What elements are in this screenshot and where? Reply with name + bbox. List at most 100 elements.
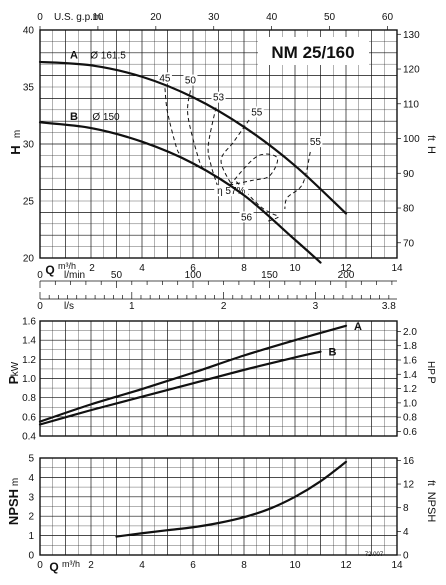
npsh-y-tick-label: 3: [28, 492, 34, 503]
npsh-x-tick-label-zero: 0: [37, 560, 43, 571]
power-y-axis-unit: kW: [10, 361, 21, 376]
ls-unit: l/s: [64, 301, 74, 312]
npsh-x-tick-label: 6: [190, 560, 196, 571]
lmin-unit: l/min: [64, 270, 85, 281]
head-curve-diameter-A: Ø 161.5: [90, 50, 126, 61]
efficiency-contour: [229, 153, 279, 186]
efficiency-label-bg: [183, 74, 198, 86]
ls-tick-label: 1: [129, 301, 135, 312]
power-curve-A: [38, 324, 348, 423]
chart-code: 72.007: [365, 552, 384, 558]
power-y-tick-label: 0.8: [22, 393, 36, 404]
npsh-y-axis-label: NPSH: [6, 489, 21, 525]
efficiency-label-bg: [157, 72, 172, 84]
power-y2-tick-label: 1.8: [403, 341, 417, 352]
efficiency-label-bg: [211, 91, 226, 103]
npsh-frame: [39, 457, 398, 556]
power-y-axis-label: P: [6, 375, 21, 384]
ls-tick-label: 3.8: [382, 301, 396, 312]
power-y-tick-label: 0.4: [22, 432, 36, 443]
gpm-tick-label: 40: [266, 12, 278, 23]
npsh-y-axis-unit: m: [10, 478, 21, 486]
power-y2-tick-label: 1.4: [403, 370, 417, 381]
efficiency-label: η 57%: [217, 186, 245, 197]
npsh-y2-axis-unit: ft: [425, 480, 436, 486]
power-y2-tick-label: 1.6: [403, 355, 417, 366]
gpm-axis-label: U.S. g.p.m.: [54, 12, 104, 23]
head-y-axis-unit: m: [12, 130, 23, 138]
power-y-tick-label: 1.4: [22, 336, 36, 347]
npsh-x-tick-label: 2: [88, 560, 94, 571]
npsh-y-tick-label: 1: [28, 531, 34, 542]
efficiency-contour: [164, 88, 181, 155]
head-y2-axis-label: H: [425, 146, 437, 154]
head-x-axis-label: Q: [45, 263, 54, 277]
npsh-x-tick-label: 12: [340, 560, 352, 571]
power-y2-tick-label: 1.0: [403, 398, 417, 409]
head-curve-label-B: B: [70, 111, 78, 123]
head-y-axis-label: H: [8, 145, 23, 154]
npsh-y-tick-label: 2: [28, 512, 34, 523]
npsh-y-tick-label: 0: [28, 551, 34, 562]
power-y2-tick-label: 0.6: [403, 427, 417, 438]
efficiency-label: 50: [185, 76, 197, 87]
ls-tick-label: 3: [313, 301, 319, 312]
head-y-tick-label: 35: [23, 83, 35, 94]
head-y-tick-label: 30: [23, 140, 35, 151]
npsh-x-tick-label: 4: [139, 560, 145, 571]
head-x-tick-label: 4: [139, 263, 145, 274]
ls-tick-label: 0: [37, 301, 43, 312]
efficiency-label-bg: [249, 106, 264, 118]
lmin-tick-label: 200: [338, 270, 355, 281]
npsh-x-axis-unit: m³/h: [62, 559, 80, 569]
head-y2-tick-label: 80: [403, 204, 415, 215]
power-grid: [39, 320, 398, 437]
head-x-tick-label: 14: [391, 263, 403, 274]
power-y2-tick-label: 2.0: [403, 327, 417, 338]
lmin-tick-label: 100: [185, 270, 202, 281]
power-y2-tick-label: 0.8: [403, 413, 417, 424]
power-frame: [39, 320, 398, 437]
power-y2-axis-label: P: [425, 376, 437, 383]
head-y2-tick-label: 90: [403, 169, 415, 180]
head-y2-tick-label: 130: [403, 30, 420, 41]
gpm-tick-label: 50: [324, 12, 336, 23]
npsh-y2-tick-label: 0: [403, 551, 409, 562]
power-curve-B: [38, 350, 322, 426]
npsh-y-tick-label: 4: [28, 473, 34, 484]
efficiency-label: 55: [251, 108, 263, 119]
power-y2-axis-unit: HP: [425, 361, 436, 375]
efficiency-contour: [220, 119, 250, 189]
gpm-tick-label: 30: [208, 12, 220, 23]
head-y2-tick-label: 70: [403, 238, 415, 249]
head-frame: [39, 29, 398, 259]
npsh-x-axis-label: Q: [49, 560, 58, 574]
efficiency-contour: [284, 151, 311, 210]
lmin-tick-label: 0: [37, 270, 43, 281]
npsh-y2-tick-label: 12: [403, 480, 415, 491]
power-y-tick-label: 1.6: [22, 317, 36, 328]
efficiency-label-bg: [239, 211, 254, 223]
head-x-tick-label: 8: [241, 263, 247, 274]
efficiency-label: 45: [159, 73, 171, 84]
efficiency-label: 56: [241, 212, 253, 223]
head-y-tick-label: 40: [23, 26, 35, 37]
lmin-tick-label: 150: [261, 270, 278, 281]
head-curve-B: [38, 121, 322, 264]
npsh-y2-tick-label: 8: [403, 503, 409, 514]
gpm-tick-label: 10: [92, 12, 104, 23]
gpm-tick-label: 60: [382, 12, 394, 23]
power-curve-label-B: B: [329, 347, 337, 359]
ls-tick-label: 2: [221, 301, 227, 312]
npsh-x-tick-label: 14: [391, 560, 403, 571]
power-y-tick-label: 1.2: [22, 355, 36, 366]
efficiency-label: 55: [310, 137, 322, 148]
head-curve-diameter-B: Ø 150: [92, 112, 120, 123]
head-x-tick-label: 10: [289, 263, 301, 274]
head-x-axis-unit: m³/h: [58, 261, 76, 271]
power-curve-label-A: A: [354, 321, 362, 333]
npsh-y2-axis-label: NPSH: [425, 492, 437, 523]
chart-title: NM 25/160: [271, 43, 354, 62]
